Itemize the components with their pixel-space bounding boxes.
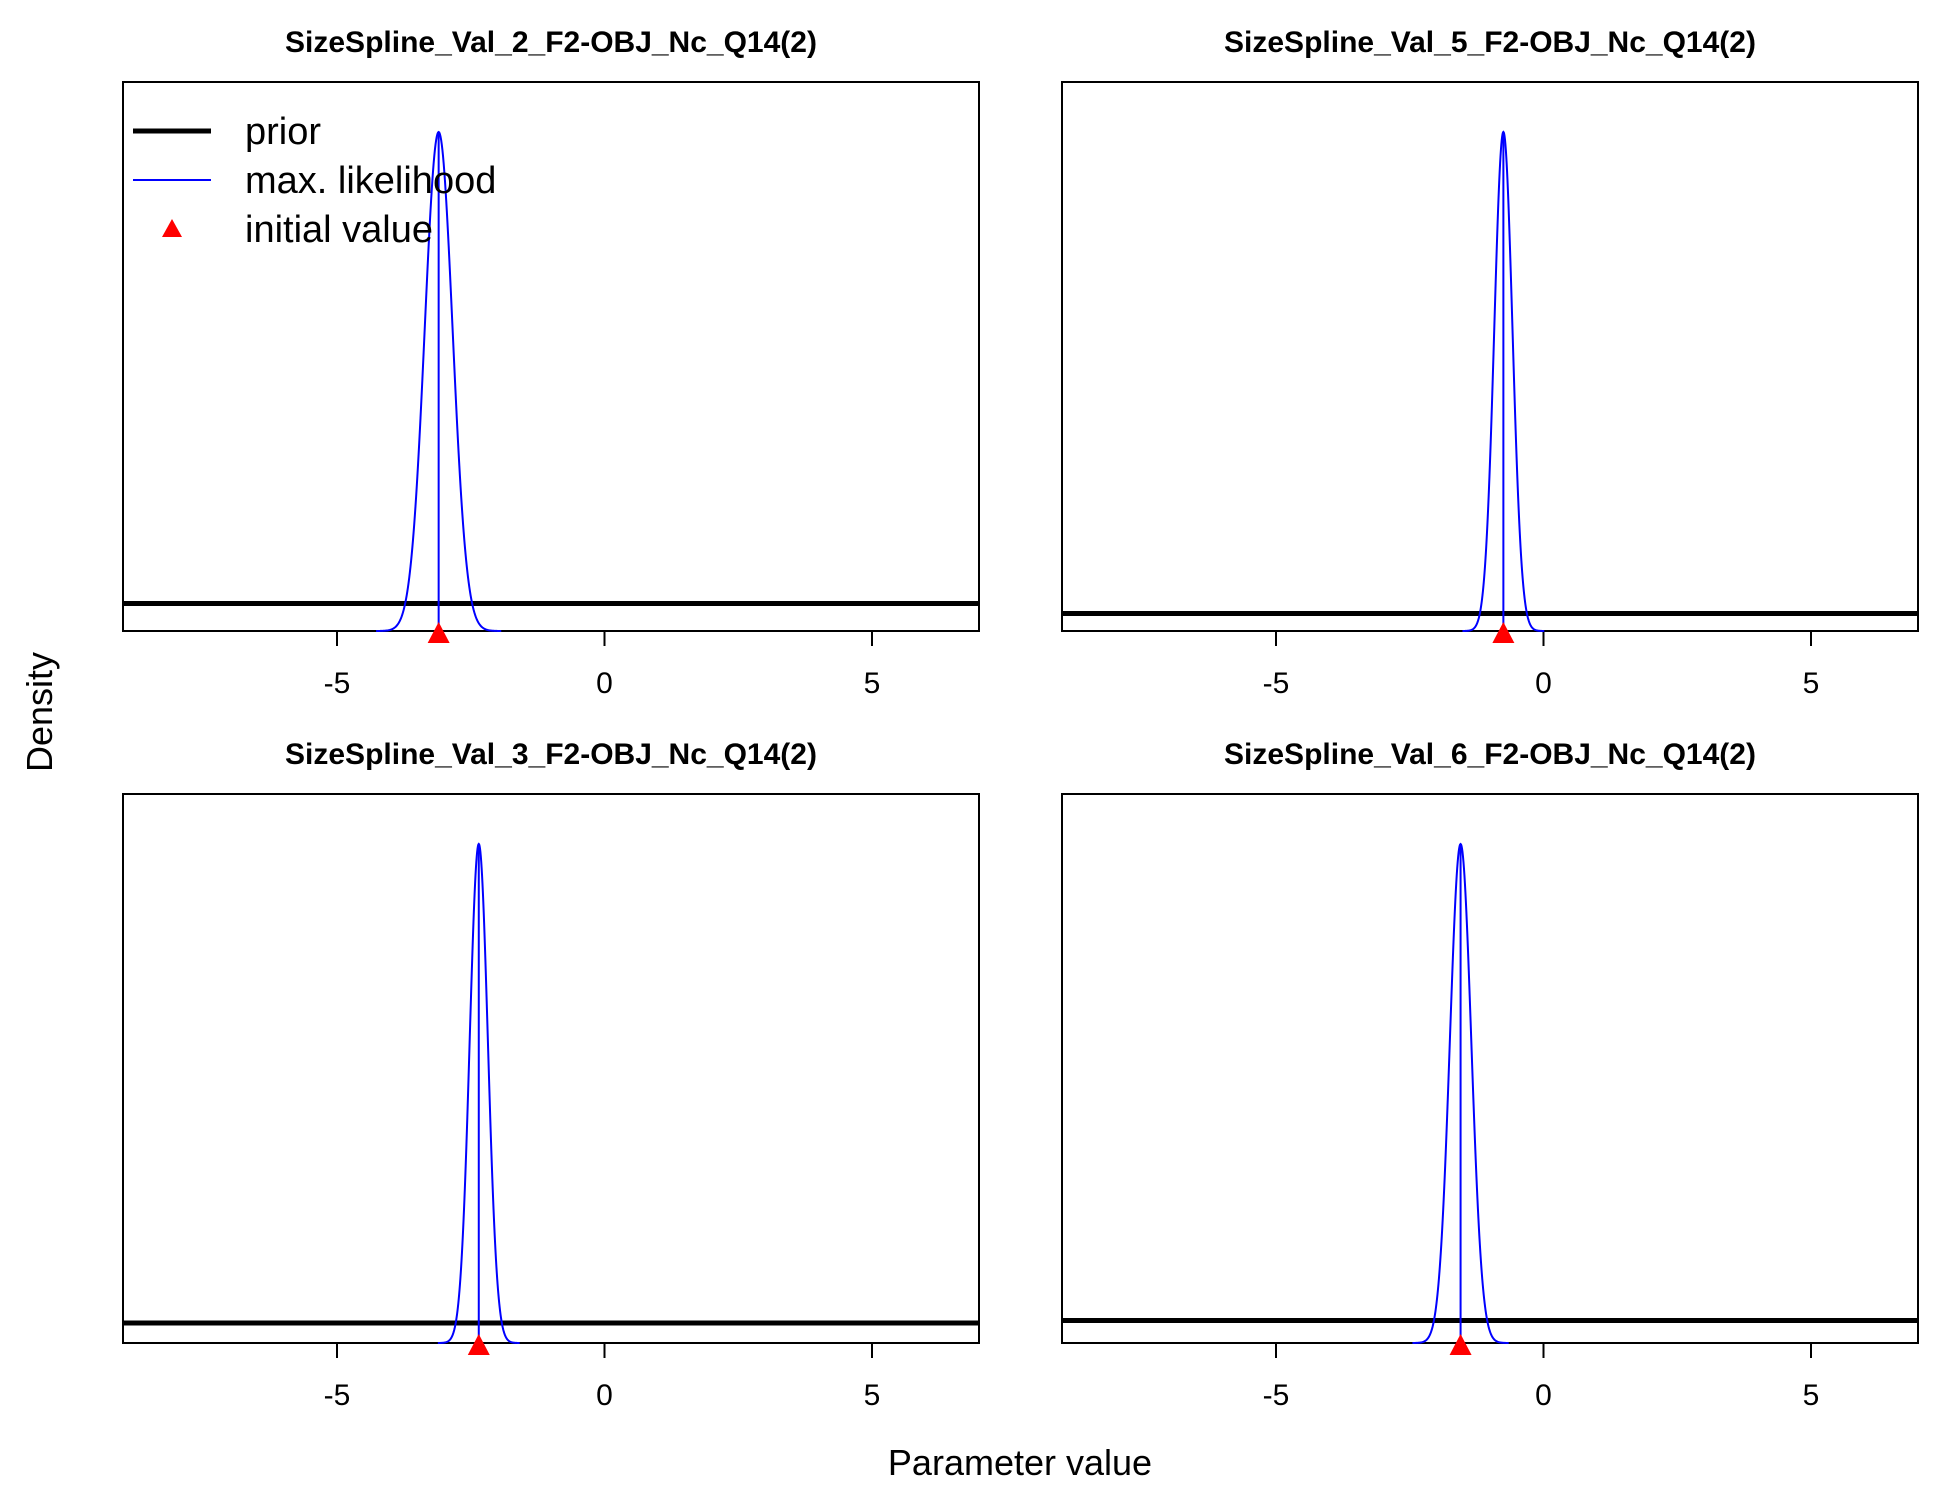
legend-initial-value-swatch [162,219,182,237]
x-tick-label: -5 [1263,667,1290,700]
plot-frame [122,81,980,632]
initial-value-marker [1449,1334,1472,1355]
x-axis-title: Parameter value [888,1442,1152,1483]
x-tick-label: 5 [1803,1379,1820,1412]
panel-title: SizeSpline_Val_2_F2-OBJ_Nc_Q14(2) [285,26,817,59]
x-tick-label: 0 [1535,667,1552,700]
x-tick-label: 5 [864,1379,881,1412]
panel-title: SizeSpline_Val_5_F2-OBJ_Nc_Q14(2) [1224,26,1756,59]
plot-frame [1061,793,1919,1344]
initial-value-marker [467,1334,490,1355]
legend-label: max. likelihood [245,160,496,202]
x-tick-label: -5 [324,667,351,700]
legend-item: max. likelihood [133,160,496,202]
x-tick-label: 0 [1535,1379,1552,1412]
panel-1: SizeSpline_Val_2_F2-OBJ_Nc_Q14(2) -5 0 5 [122,26,980,700]
legend-item: initial value [162,209,433,251]
panel-3: SizeSpline_Val_3_F2-OBJ_Nc_Q14(2) -5 0 5 [122,738,980,1412]
x-tick-label: 0 [596,1379,613,1412]
panel-4: SizeSpline_Val_6_F2-OBJ_Nc_Q14(2) -5 0 5 [1061,738,1919,1412]
panel-title: SizeSpline_Val_6_F2-OBJ_Nc_Q14(2) [1224,738,1756,771]
x-tick-label: -5 [1263,1379,1290,1412]
x-tick-label: 5 [1803,667,1820,700]
legend-label: initial value [245,209,433,251]
panels: SizeSpline_Val_2_F2-OBJ_Nc_Q14(2)-5 0 5Siz… [122,26,1919,1412]
x-tick-label: 0 [596,667,613,700]
legend: prior max. likelihood initial value [133,111,496,251]
x-tick-label: -5 [324,1379,351,1412]
legend-label: prior [245,111,321,153]
initial-value-marker [427,622,450,643]
panel-title: SizeSpline_Val_3_F2-OBJ_Nc_Q14(2) [285,738,817,771]
initial-value-marker [1492,622,1515,643]
y-axis-title: Density [19,652,60,772]
panel-2: SizeSpline_Val_5_F2-OBJ_Nc_Q14(2) -5 0 5 [1061,26,1919,700]
legend-item: prior [133,111,321,153]
x-tick-label: 5 [864,667,881,700]
plot-frame [122,793,980,1344]
plot-frame [1061,81,1919,632]
